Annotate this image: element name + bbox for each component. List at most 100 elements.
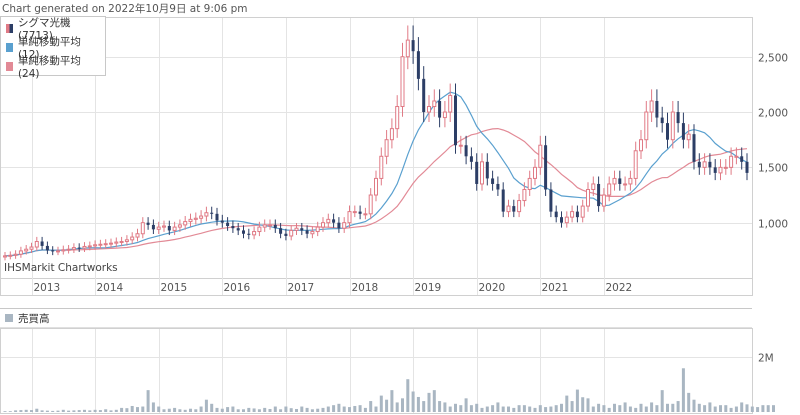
candle — [438, 89, 442, 128]
candle — [405, 25, 410, 70]
volume-bar — [51, 410, 55, 412]
candle-body — [231, 226, 235, 229]
volume-bar — [183, 409, 187, 412]
candle — [469, 147, 473, 170]
candle-body — [666, 123, 669, 140]
candle — [533, 159, 537, 186]
legend-item-price[interactable]: シグマ光機(7713) — [1, 17, 105, 42]
candle-body — [358, 211, 362, 214]
volume-bar — [485, 406, 489, 412]
candle-body — [591, 183, 596, 190]
candle-body — [279, 228, 283, 234]
volume-bar — [681, 368, 685, 412]
volume-bar — [618, 405, 622, 412]
volume-bar — [570, 401, 574, 412]
candle — [162, 220, 166, 232]
candle-body — [172, 226, 177, 231]
sma12-line — [4, 91, 748, 257]
sma12-series — [4, 91, 748, 257]
volume-bar — [321, 407, 325, 412]
volume-bar — [220, 408, 224, 412]
volume-bar — [676, 401, 680, 412]
candle-body — [8, 254, 13, 257]
candle-body — [305, 230, 309, 234]
candle — [442, 100, 447, 128]
x-tick-label: 2018 — [352, 282, 379, 294]
candle-body — [564, 216, 569, 224]
candle — [146, 217, 150, 230]
candle-body — [140, 222, 145, 235]
candle-body — [422, 78, 426, 113]
candle-body — [162, 225, 166, 228]
candle — [332, 213, 336, 228]
candle — [718, 159, 723, 181]
volume-bar — [528, 406, 532, 412]
candle-body — [199, 215, 204, 219]
candle — [506, 199, 511, 218]
candle — [501, 182, 505, 218]
x-tick-label: 2017 — [288, 282, 315, 294]
candle-body — [379, 155, 384, 179]
candle — [236, 222, 240, 236]
candle — [670, 100, 675, 149]
volume-bar — [475, 403, 479, 412]
y-tick-label: 2,000 — [758, 108, 788, 120]
legend-item-sma12[interactable]: 単純移動平均 (12) — [1, 36, 105, 61]
candle-body — [124, 239, 129, 242]
candle — [204, 206, 209, 222]
candle-body — [554, 211, 558, 218]
candle — [210, 206, 214, 220]
candle — [51, 246, 55, 256]
candle-body — [3, 255, 7, 258]
candle-body — [607, 183, 612, 196]
candle-body — [612, 177, 617, 185]
candle — [454, 83, 457, 154]
volume-bar — [639, 403, 643, 412]
volume-bar — [756, 407, 760, 412]
volume-bar — [257, 409, 261, 412]
volume-bar — [454, 403, 457, 412]
candle-body — [220, 220, 224, 223]
volume-bar — [416, 396, 420, 412]
candle-body — [71, 247, 76, 250]
volume-bar — [581, 397, 585, 412]
volume-bar — [310, 409, 314, 412]
candle — [586, 182, 590, 212]
candle — [368, 188, 373, 220]
candle-body — [389, 128, 394, 141]
volume-bar — [549, 406, 553, 412]
volume-bar — [666, 403, 669, 412]
x-tick-label: 2020 — [479, 282, 506, 294]
candle-body — [670, 111, 675, 141]
volume-bar — [332, 405, 336, 412]
candle-body — [491, 178, 495, 184]
volume-bar — [517, 405, 521, 412]
candle — [448, 83, 453, 122]
volume-bar — [173, 407, 177, 412]
candle — [321, 217, 325, 232]
volume-bar — [422, 401, 426, 412]
candle-body — [236, 228, 240, 231]
legend-item-sma24[interactable]: 単純移動平均 (24) — [1, 55, 105, 80]
volume-bar — [210, 403, 214, 412]
candle — [564, 211, 569, 228]
volume-bar — [279, 409, 283, 412]
candle-body — [734, 155, 739, 158]
candle — [66, 245, 71, 254]
candle-body — [332, 219, 336, 223]
candle-body — [660, 117, 664, 124]
volume-bar — [448, 406, 452, 412]
candle-body — [374, 177, 378, 196]
candle — [400, 42, 405, 117]
candle — [560, 211, 563, 228]
sma24-swatch-icon — [6, 62, 13, 71]
candle-body — [702, 161, 707, 168]
volume-bar — [3, 411, 7, 412]
candle — [713, 159, 717, 181]
volume-bar — [464, 398, 468, 412]
candle — [432, 89, 437, 117]
volume-bar — [613, 403, 616, 412]
candle — [352, 205, 357, 218]
candle — [591, 176, 596, 196]
candle-body — [708, 161, 712, 168]
